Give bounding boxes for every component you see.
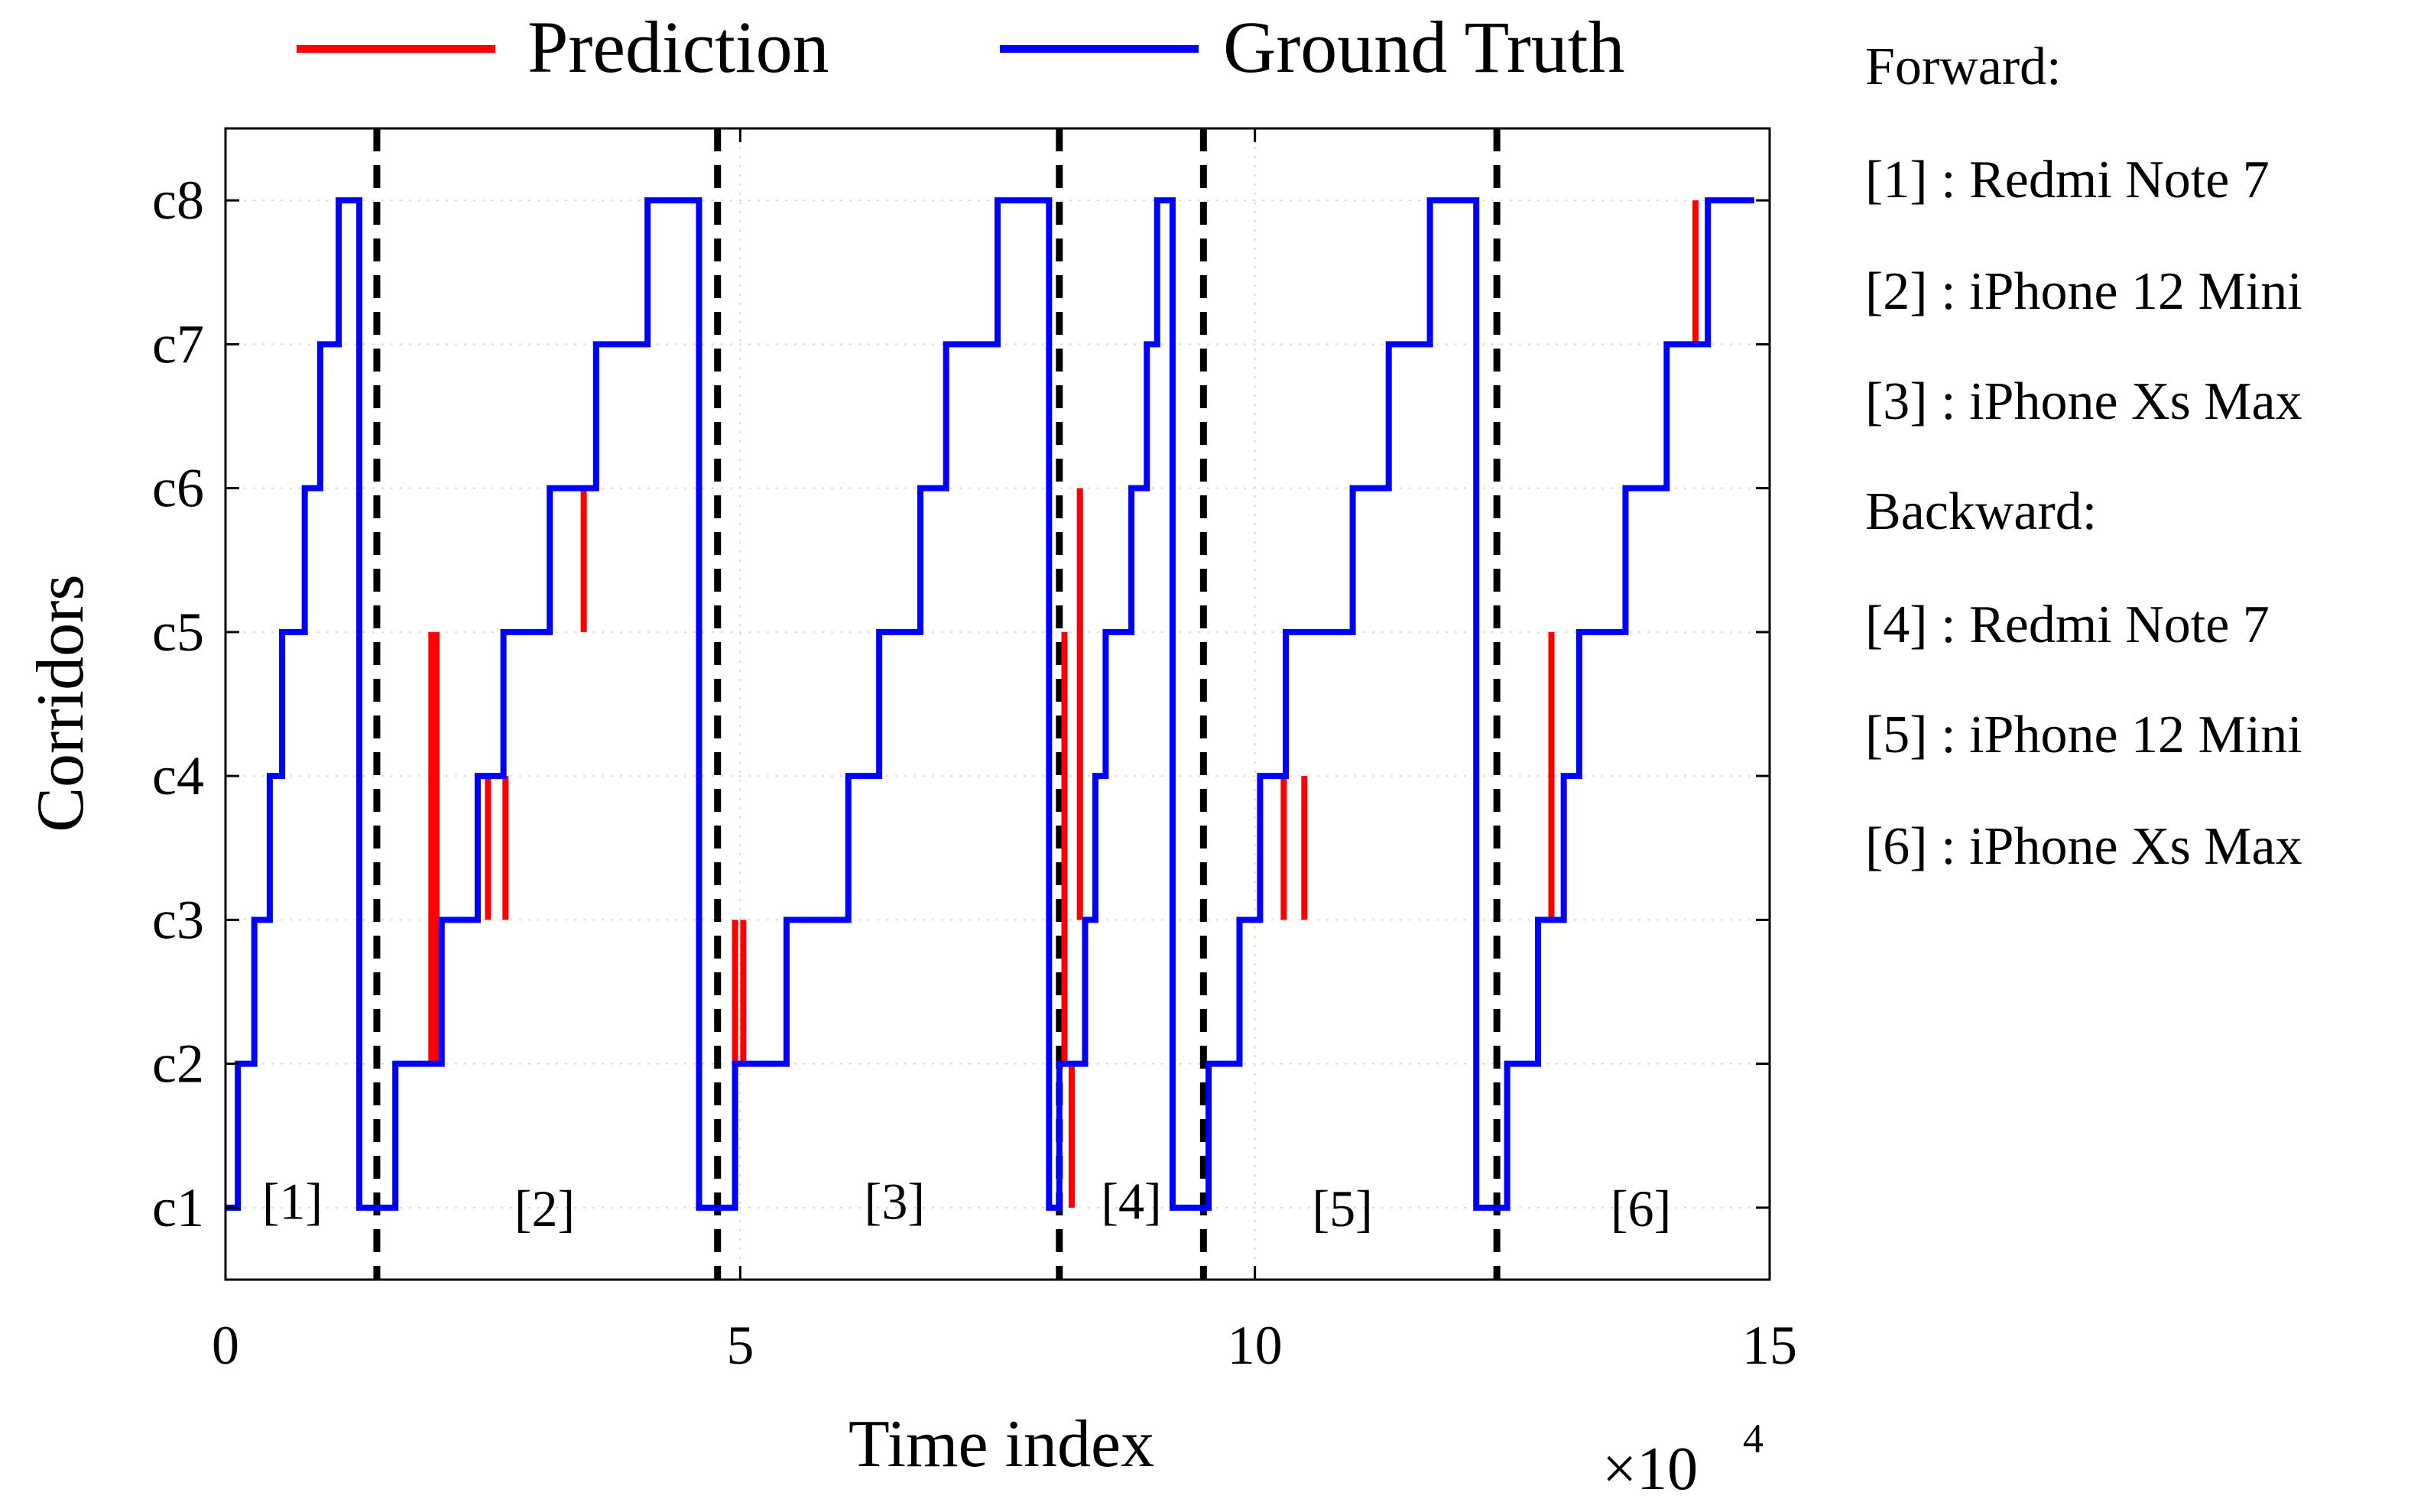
y-tick-label: c4 xyxy=(152,745,204,806)
y-axis-label: Corridors xyxy=(24,574,98,832)
y-tick-label: c6 xyxy=(152,458,204,519)
segment-label: [3] xyxy=(865,1172,925,1230)
segment-label: [2] xyxy=(514,1179,575,1238)
segment-labels: [1] [2] [3] [4] [5] [6] xyxy=(262,1172,1671,1237)
backward-item-2: [5] : iPhone 12 Mini xyxy=(1865,706,2302,764)
segment-label: [5] xyxy=(1312,1179,1372,1238)
x-axis-label: Time index xyxy=(849,1407,1154,1481)
legend-ground-truth-label: Ground Truth xyxy=(1223,6,1624,88)
side-notes: Forward: [1] : Redmi Note 7 [2] : iPhone… xyxy=(1865,37,2302,876)
prediction-series xyxy=(428,200,1699,1208)
y-tick-label: c8 xyxy=(152,170,204,231)
ground-truth-series xyxy=(226,197,1754,1211)
y-tick-label: c1 xyxy=(152,1177,204,1238)
segment-boundaries xyxy=(373,128,1501,1280)
forward-item-3: [3] : iPhone Xs Max xyxy=(1865,372,2302,431)
backward-item-1: [4] : Redmi Note 7 xyxy=(1865,595,2270,654)
backward-title: Backward: xyxy=(1865,482,2097,541)
backward-item-3: [6] : iPhone Xs Max xyxy=(1865,817,2302,876)
y-tick-label: c2 xyxy=(152,1033,204,1095)
x-tick-label: 0 xyxy=(212,1315,239,1376)
x-multiplier-exponent: 4 xyxy=(1743,1416,1764,1462)
segment-label: [6] xyxy=(1611,1179,1671,1238)
x-tick-label: 5 xyxy=(726,1315,754,1376)
segment-label: [4] xyxy=(1101,1172,1161,1230)
plot-frame xyxy=(224,127,1771,1281)
y-tick-label: c7 xyxy=(152,313,204,375)
x-tick-label: 15 xyxy=(1742,1315,1797,1376)
ground-truth-line xyxy=(226,197,1754,1211)
x-axis-multiplier: ×10 4 xyxy=(1602,1416,1764,1503)
y-tick-label: c3 xyxy=(152,889,204,950)
x-axis-ticks: 0 5 10 15 xyxy=(212,128,1797,1376)
legend-prediction-label: Prediction xyxy=(527,6,829,88)
segment-label: [1] xyxy=(262,1172,323,1230)
x-multiplier-base: ×10 xyxy=(1602,1436,1698,1503)
legend: Prediction Ground Truth xyxy=(297,6,1624,88)
x-tick-label: 10 xyxy=(1228,1315,1283,1376)
forward-item-2: [2] : iPhone 12 Mini xyxy=(1865,262,2302,321)
forward-item-1: [1] : Redmi Note 7 xyxy=(1865,151,2270,209)
forward-title: Forward: xyxy=(1865,37,2062,96)
y-axis-ticks: c1 c2 c3 c4 c5 c6 c7 c8 xyxy=(152,170,1770,1238)
y-tick-label: c5 xyxy=(152,602,204,663)
